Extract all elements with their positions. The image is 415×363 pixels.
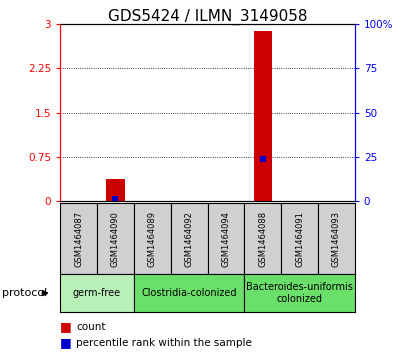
Text: GSM1464089: GSM1464089 xyxy=(148,211,157,267)
Point xyxy=(259,156,266,162)
Text: germ-free: germ-free xyxy=(73,288,121,298)
Text: GSM1464088: GSM1464088 xyxy=(258,211,267,267)
Text: GSM1464091: GSM1464091 xyxy=(295,211,304,266)
Text: GSM1464093: GSM1464093 xyxy=(332,211,341,267)
Bar xyxy=(254,31,272,201)
Text: GSM1464094: GSM1464094 xyxy=(222,211,230,266)
Text: Clostridia-colonized: Clostridia-colonized xyxy=(142,288,237,298)
Text: percentile rank within the sample: percentile rank within the sample xyxy=(76,338,252,348)
Text: GDS5424 / ILMN_3149058: GDS5424 / ILMN_3149058 xyxy=(108,9,307,25)
Text: GSM1464092: GSM1464092 xyxy=(185,211,193,266)
Text: GSM1464090: GSM1464090 xyxy=(111,211,120,266)
Point xyxy=(112,196,119,201)
Text: GSM1464087: GSM1464087 xyxy=(74,211,83,267)
Text: count: count xyxy=(76,322,105,332)
Text: Bacteroides-uniformis
colonized: Bacteroides-uniformis colonized xyxy=(246,282,353,304)
Bar xyxy=(106,179,124,201)
Text: protocol: protocol xyxy=(2,288,47,298)
Text: ■: ■ xyxy=(60,320,72,333)
Text: ■: ■ xyxy=(60,337,72,350)
